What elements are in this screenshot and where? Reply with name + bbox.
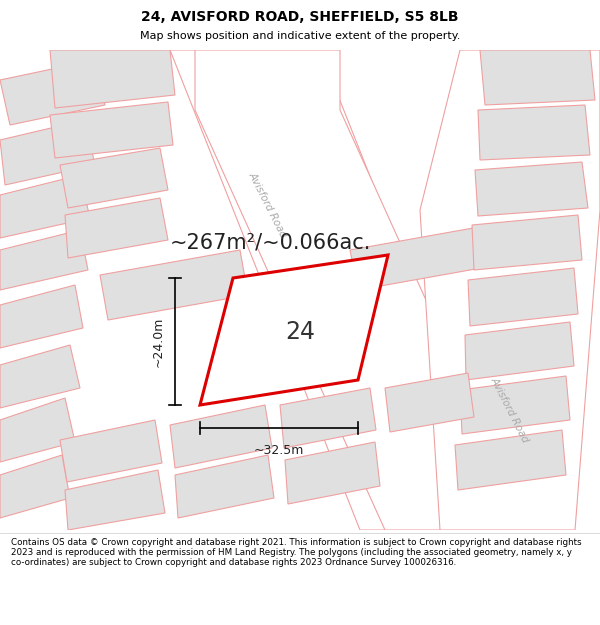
Polygon shape — [0, 175, 90, 238]
Polygon shape — [475, 162, 588, 216]
Text: ~24.0m: ~24.0m — [152, 316, 165, 367]
Polygon shape — [195, 50, 530, 530]
Text: 24, AVISFORD ROAD, SHEFFIELD, S5 8LB: 24, AVISFORD ROAD, SHEFFIELD, S5 8LB — [141, 10, 459, 24]
Polygon shape — [50, 50, 175, 108]
Polygon shape — [0, 398, 75, 462]
Text: ~32.5m: ~32.5m — [254, 444, 304, 457]
Polygon shape — [0, 60, 105, 125]
Polygon shape — [170, 405, 272, 468]
Text: ~267m²/~0.066ac.: ~267m²/~0.066ac. — [169, 233, 371, 253]
Polygon shape — [472, 215, 582, 270]
Polygon shape — [480, 50, 595, 105]
Polygon shape — [65, 198, 168, 258]
Polygon shape — [280, 388, 376, 448]
Text: Avisford Road: Avisford Road — [489, 376, 531, 444]
Polygon shape — [468, 268, 578, 326]
Polygon shape — [455, 430, 566, 490]
Polygon shape — [350, 225, 498, 290]
Polygon shape — [385, 373, 474, 432]
Polygon shape — [465, 322, 574, 380]
Polygon shape — [60, 420, 162, 482]
Text: Contains OS data © Crown copyright and database right 2021. This information is : Contains OS data © Crown copyright and d… — [11, 538, 581, 568]
Polygon shape — [478, 105, 590, 160]
Polygon shape — [0, 230, 88, 290]
Polygon shape — [65, 470, 165, 530]
Polygon shape — [170, 50, 510, 530]
Polygon shape — [0, 285, 83, 348]
Polygon shape — [60, 148, 168, 208]
Text: Map shows position and indicative extent of the property.: Map shows position and indicative extent… — [140, 31, 460, 41]
Polygon shape — [420, 50, 600, 530]
Text: 24: 24 — [285, 320, 315, 344]
Polygon shape — [0, 455, 70, 518]
Polygon shape — [175, 455, 274, 518]
Polygon shape — [100, 250, 248, 320]
Polygon shape — [460, 376, 570, 434]
Polygon shape — [0, 345, 80, 408]
Polygon shape — [0, 120, 95, 185]
Polygon shape — [200, 255, 388, 405]
Polygon shape — [285, 442, 380, 504]
Polygon shape — [50, 102, 173, 158]
Text: Avisford Road: Avisford Road — [247, 171, 289, 239]
